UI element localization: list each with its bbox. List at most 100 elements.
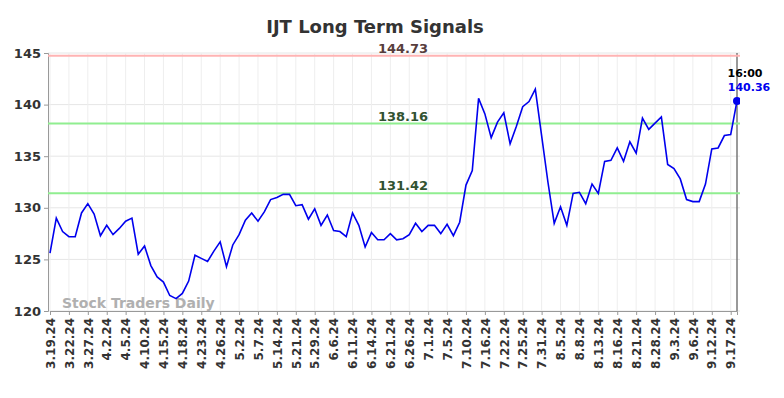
x-tick-mark [182,311,183,315]
x-tick: 7.16.24 [479,311,493,369]
x-grid-line [220,53,221,311]
x-tick-mark [353,311,354,315]
y-tick-label: 120 [14,304,41,319]
x-tick-label: 5.2.24 [233,318,247,361]
last-point [733,97,740,105]
x-grid-line [239,53,240,311]
x-grid-line [295,53,296,311]
x-tick-label: 9.12.24 [705,318,719,369]
data-layer [50,89,740,298]
x-tick: 7.5.24 [441,311,455,361]
x-tick-mark [107,311,108,315]
watermark: Stock Traders Daily [62,295,215,311]
chart-svg: IJT Long Term Signals Stock Traders Daily… [0,0,784,398]
y-tick-mark [44,259,48,260]
x-tick-label: 4.23.24 [195,318,209,369]
y-tick: 145 [14,46,48,61]
reference-label: 131.42 [378,178,428,193]
x-tick-mark [201,311,202,315]
time-label: 16:00 [727,67,762,80]
x-tick: 8.16.24 [611,311,625,369]
title: IJT Long Term Signals [266,16,484,37]
reference-label: 138.16 [378,109,428,124]
last-value-label: 140.36 [728,81,771,94]
x-tick-label: 9.6.24 [687,318,701,361]
x-tick-label: 3.22.24 [63,318,77,369]
x-tick: 4.5.24 [119,311,133,361]
x-tick-mark [542,311,543,315]
x-tick-label: 3.27.24 [82,318,96,369]
x-tick-mark [655,311,656,315]
x-tick-mark [617,311,618,315]
x-grid-line [50,53,51,311]
x-tick: 9.3.24 [668,311,682,361]
x-tick-label: 8.13.24 [592,318,606,369]
y-tick-label: 130 [14,200,41,215]
x-tick: 7.31.24 [535,311,549,369]
y-tick: 140 [14,97,48,112]
x-grid-line [144,53,145,311]
x-tick-mark [485,311,486,315]
x-tick-label: 7.10.24 [460,318,474,369]
reference-labels: 144.73 138.16 131.42 [378,41,428,193]
x-grid-line [106,53,107,311]
x-tick: 9.12.24 [705,311,719,369]
x-tick-label: 8.21.24 [630,318,644,369]
x-grid-line [333,53,334,311]
x-grid-line [560,53,561,311]
x-tick-label: 4.10.24 [138,318,152,369]
x-tick-mark [258,311,259,315]
x-tick: 3.19.24 [44,311,58,369]
x-tick-mark [50,311,51,315]
y-axis-line [44,54,49,312]
x-tick-label: 8.28.24 [649,318,663,369]
y-tick-label: 145 [14,46,41,61]
x-tick-mark [145,311,146,315]
x-tick-mark [390,311,391,315]
x-grid-line [598,53,599,311]
y-tick: 135 [14,149,48,164]
x-tick-label: 7.1.24 [422,318,436,361]
x-grid-line [673,53,674,311]
price-line [50,89,737,298]
reference-label: 144.73 [378,41,428,56]
x-axis-line [51,312,738,316]
x-tick-mark [371,311,372,315]
x-tick-mark [636,311,637,315]
y-tick-mark [44,53,48,54]
x-tick: 5.7.24 [252,311,266,361]
x-grid-line [465,53,466,311]
x-tick-mark [277,311,278,315]
x-tick-label: 4.2.24 [100,318,114,361]
x-grid-line [163,53,164,311]
y-tick-mark [44,311,48,312]
x-tick-mark [674,311,675,315]
y-tick-label: 125 [14,252,41,267]
x-tick: 6.6.24 [327,311,341,361]
x-tick-mark [334,311,335,315]
reference-lines [48,56,740,193]
x-tick-mark [88,311,89,315]
y-tick-mark [44,208,48,209]
x-tick-mark [598,311,599,315]
x-grid-line [314,53,315,311]
x-tick-label: 5.7.24 [252,318,266,361]
x-tick: 3.22.24 [63,311,77,369]
x-grid-line [447,53,448,311]
y-tick-label: 135 [14,149,41,164]
x-grid-line [579,53,580,311]
x-grid-line [87,53,88,311]
x-tick-mark [731,311,732,315]
grid [48,53,740,311]
x-tick-mark [409,311,410,315]
x-grid-line [655,53,656,311]
x-tick: 7.10.24 [460,311,474,369]
x-grid-line [68,53,69,311]
x-grid-line [522,53,523,311]
x-grid-line [276,53,277,311]
x-tick-mark [447,311,448,315]
x-grid-line [541,53,542,311]
x-tick-mark [315,311,316,315]
x-tick-label: 5.29.24 [308,318,322,369]
x-grid-line [182,53,183,311]
